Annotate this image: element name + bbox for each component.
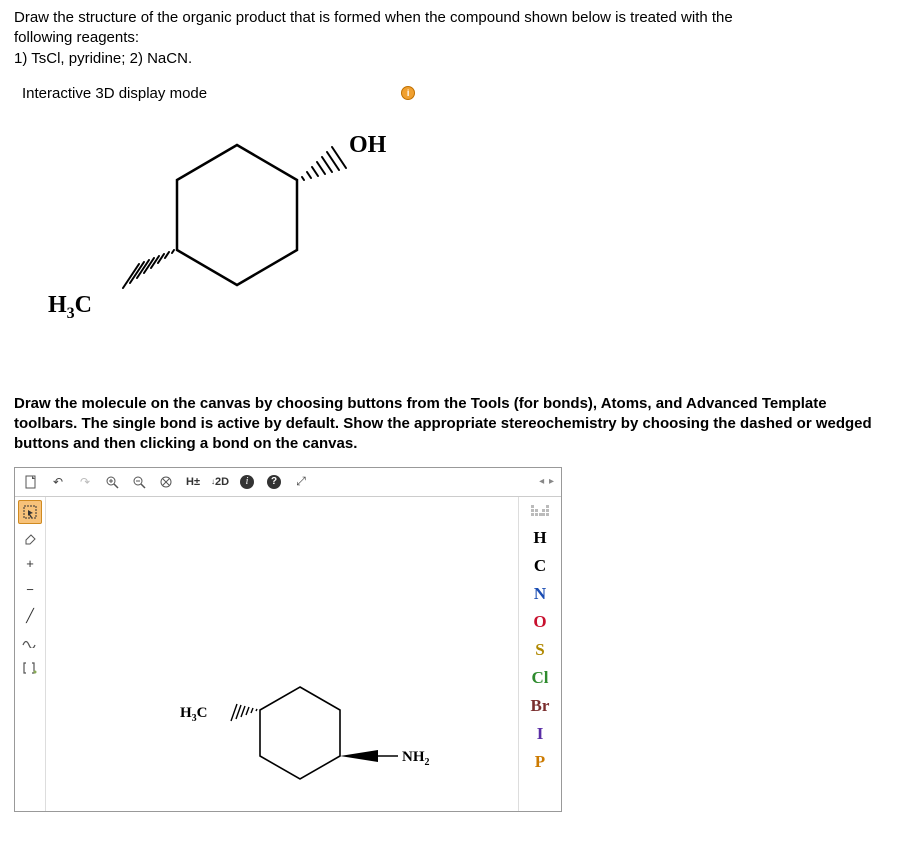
bracket-tool[interactable] <box>18 656 42 680</box>
question-prompt: Draw the structure of the organic produc… <box>14 8 894 69</box>
drawing-instructions: Draw the molecule on the canvas by choos… <box>14 394 894 455</box>
wavy-bond-tool[interactable] <box>18 630 42 654</box>
atom-n[interactable]: N <box>519 580 561 608</box>
toolbar-scroll[interactable]: ◂ ▸ <box>539 476 555 487</box>
fullscreen-button[interactable]: ⤢ <box>291 472 311 492</box>
atom-s[interactable]: S <box>519 636 561 664</box>
select-rect-tool[interactable] <box>18 500 42 524</box>
atom-br[interactable]: Br <box>519 692 561 720</box>
undo-button[interactable]: ↶ <box>48 472 68 492</box>
periodic-table-button[interactable] <box>519 500 561 524</box>
atom-p[interactable]: P <box>519 748 561 776</box>
zoom-reset-button[interactable] <box>156 472 176 492</box>
ch3-label: H3C <box>48 292 92 322</box>
info-icon[interactable]: i <box>401 86 415 100</box>
prompt-line-2: following reagents: <box>14 28 894 48</box>
canvas-right-label: NH2 <box>402 749 430 768</box>
redo-button[interactable]: ↷ <box>75 472 95 492</box>
help-button[interactable]: ? <box>264 472 284 492</box>
atom-cl[interactable]: Cl <box>519 664 561 692</box>
canvas-left-label: H3C <box>180 705 208 724</box>
left-toolbar: + − ╱ <box>15 497 45 811</box>
charge-plus-tool[interactable]: + <box>18 552 42 576</box>
zoom-in-button[interactable] <box>102 472 122 492</box>
reference-structure: OH H3C <box>34 120 894 364</box>
display-mode-label: Interactive 3D display mode <box>22 85 207 102</box>
drawing-canvas[interactable]: H3C NH2 <box>45 497 519 811</box>
info-button[interactable]: i <box>237 472 257 492</box>
eraser-tool[interactable] <box>18 526 42 550</box>
new-button[interactable] <box>21 472 41 492</box>
view-2d-button[interactable]: ↓2D <box>210 472 230 492</box>
zoom-out-button[interactable] <box>129 472 149 492</box>
oh-label: OH <box>349 132 387 158</box>
atom-toolbar: H C N O S Cl Br I P <box>519 497 561 811</box>
prompt-line-3: 1) TsCl, pyridine; 2) NaCN. <box>14 49 894 69</box>
atom-o[interactable]: O <box>519 608 561 636</box>
atom-c[interactable]: C <box>519 552 561 580</box>
charge-minus-tool[interactable]: − <box>18 578 42 602</box>
top-toolbar: ↶ ↷ H± ↓2D i ? ⤢ ◂ ▸ <box>15 468 561 497</box>
atom-i[interactable]: I <box>519 720 561 748</box>
molecule-editor: ↶ ↷ H± ↓2D i ? ⤢ ◂ ▸ + − ╱ <box>14 467 562 812</box>
h-toggle-button[interactable]: H± <box>183 472 203 492</box>
atom-h[interactable]: H <box>519 524 561 552</box>
prompt-line-1: Draw the structure of the organic produc… <box>14 8 894 28</box>
single-bond-tool[interactable]: ╱ <box>18 604 42 628</box>
